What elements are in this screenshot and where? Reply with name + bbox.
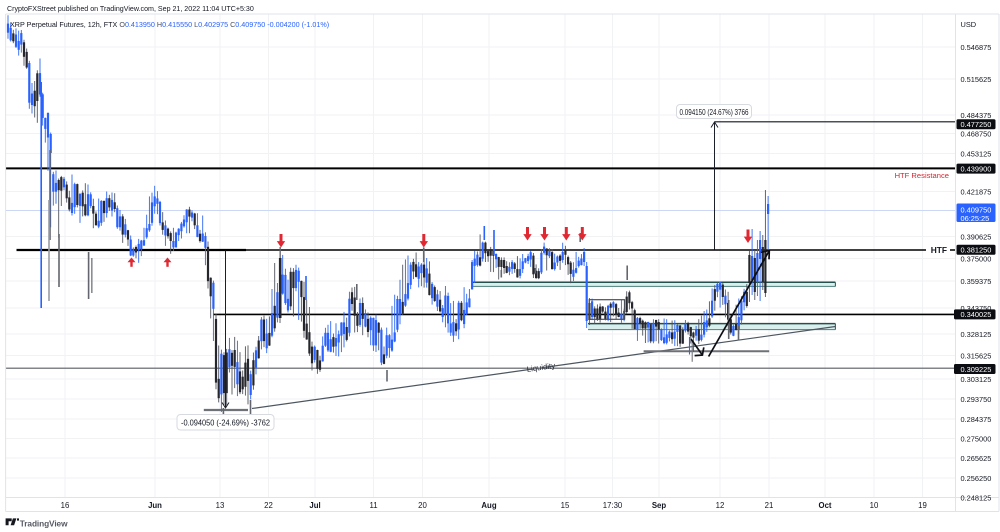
svg-text:0.275000: 0.275000 <box>961 434 992 443</box>
svg-text:Jun: Jun <box>148 501 162 510</box>
svg-text:0.375000: 0.375000 <box>961 254 992 263</box>
svg-text:16: 16 <box>61 501 70 510</box>
svg-text:0.468750: 0.468750 <box>961 129 992 138</box>
svg-text:06:25:25: 06:25:25 <box>961 214 990 223</box>
svg-text:0.484375: 0.484375 <box>961 111 992 120</box>
svg-text:Oct: Oct <box>819 501 832 510</box>
svg-text:0.390625: 0.390625 <box>961 232 992 241</box>
svg-text:0.409750: 0.409750 <box>961 205 992 214</box>
svg-text:Liquidity: Liquidity <box>526 361 556 374</box>
svg-text:Aug: Aug <box>481 501 496 510</box>
svg-text:HTF Resistance: HTF Resistance <box>895 171 949 180</box>
svg-text:0.340025: 0.340025 <box>961 310 992 319</box>
svg-text:12: 12 <box>716 501 725 510</box>
svg-text:0.248125: 0.248125 <box>961 493 992 502</box>
svg-text:0.315625: 0.315625 <box>961 351 992 360</box>
svg-text:0.328125: 0.328125 <box>961 330 992 339</box>
svg-text:0.293750: 0.293750 <box>961 395 992 404</box>
svg-text:10: 10 <box>870 501 879 510</box>
svg-text:TradingView: TradingView <box>20 519 68 529</box>
svg-text:17:30: 17:30 <box>603 501 623 510</box>
svg-text:0.381250: 0.381250 <box>961 246 992 255</box>
svg-text:22: 22 <box>264 501 273 510</box>
svg-text:15: 15 <box>561 501 570 510</box>
svg-text:0.546875: 0.546875 <box>961 43 992 52</box>
svg-text:0.303125: 0.303125 <box>961 375 992 384</box>
svg-text:0.265625: 0.265625 <box>961 454 992 463</box>
svg-text:0.453125: 0.453125 <box>961 149 992 158</box>
svg-text:21: 21 <box>765 501 774 510</box>
svg-text:0.477250: 0.477250 <box>961 120 992 129</box>
svg-text:0.284375: 0.284375 <box>961 415 992 424</box>
svg-text:USD: USD <box>961 20 977 29</box>
svg-text:0.343750: 0.343750 <box>961 304 992 313</box>
svg-text:-0.094050 (-24.69%) -3762: -0.094050 (-24.69%) -3762 <box>181 418 270 428</box>
svg-text:0.515625: 0.515625 <box>961 75 992 84</box>
svg-text:11: 11 <box>369 501 377 510</box>
svg-text:0.359375: 0.359375 <box>961 277 992 286</box>
svg-text:13: 13 <box>216 501 225 510</box>
svg-text:XRP Perpetual Futures, 12h, FT: XRP Perpetual Futures, 12h, FTX O0.41395… <box>10 20 329 29</box>
svg-text:CryptoFXStreet published on Tr: CryptoFXStreet published on TradingView.… <box>7 5 254 13</box>
svg-text:HTF: HTF <box>931 245 947 255</box>
svg-text:20: 20 <box>418 501 427 510</box>
svg-text:Jul: Jul <box>309 501 320 510</box>
svg-text:0.439900: 0.439900 <box>961 164 992 173</box>
svg-text:19: 19 <box>918 501 927 510</box>
svg-text:0.256250: 0.256250 <box>961 474 992 483</box>
svg-text:0.094150 (24.67%) 3766: 0.094150 (24.67%) 3766 <box>680 107 749 117</box>
svg-text:0.309225: 0.309225 <box>961 365 992 374</box>
svg-text:0.421875: 0.421875 <box>961 187 992 196</box>
svg-text:Sep: Sep <box>652 501 667 510</box>
